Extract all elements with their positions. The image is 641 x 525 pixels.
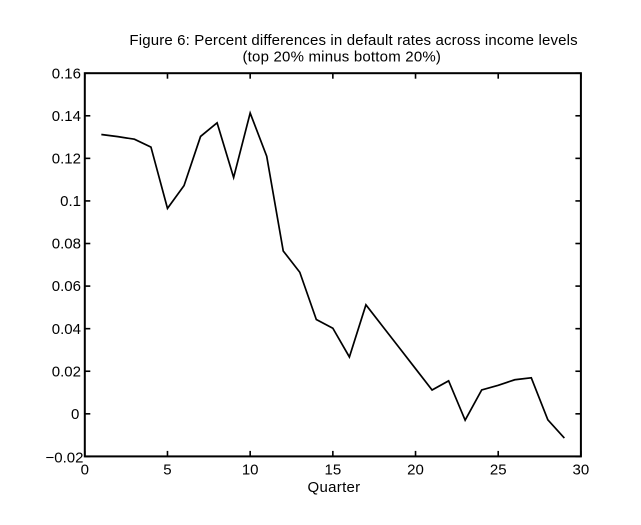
svg-text:25: 25 (490, 462, 507, 479)
svg-text:Quarter: Quarter (308, 479, 361, 496)
svg-text:5: 5 (163, 462, 171, 479)
svg-text:15: 15 (325, 462, 342, 479)
svg-text:0.02: 0.02 (52, 363, 81, 380)
svg-text:0.04: 0.04 (52, 321, 81, 338)
svg-text:0.06: 0.06 (52, 278, 81, 295)
svg-text:20: 20 (407, 462, 424, 479)
svg-text:10: 10 (242, 462, 259, 479)
svg-text:30: 30 (573, 462, 590, 479)
svg-text:0.12: 0.12 (52, 150, 81, 167)
svg-text:(top 20% minus bottom 20%): (top 20% minus bottom 20%) (242, 49, 441, 66)
svg-text:0.16: 0.16 (52, 65, 81, 82)
svg-text:0.1: 0.1 (60, 193, 81, 210)
svg-text:0: 0 (81, 462, 89, 479)
svg-text:Figure 6: Percent differences: Figure 6: Percent differences in default… (129, 32, 577, 49)
svg-text:0: 0 (71, 406, 79, 423)
svg-text:0.14: 0.14 (52, 108, 81, 125)
svg-text:−0.02: −0.02 (46, 450, 84, 467)
svg-text:0.08: 0.08 (52, 236, 81, 253)
